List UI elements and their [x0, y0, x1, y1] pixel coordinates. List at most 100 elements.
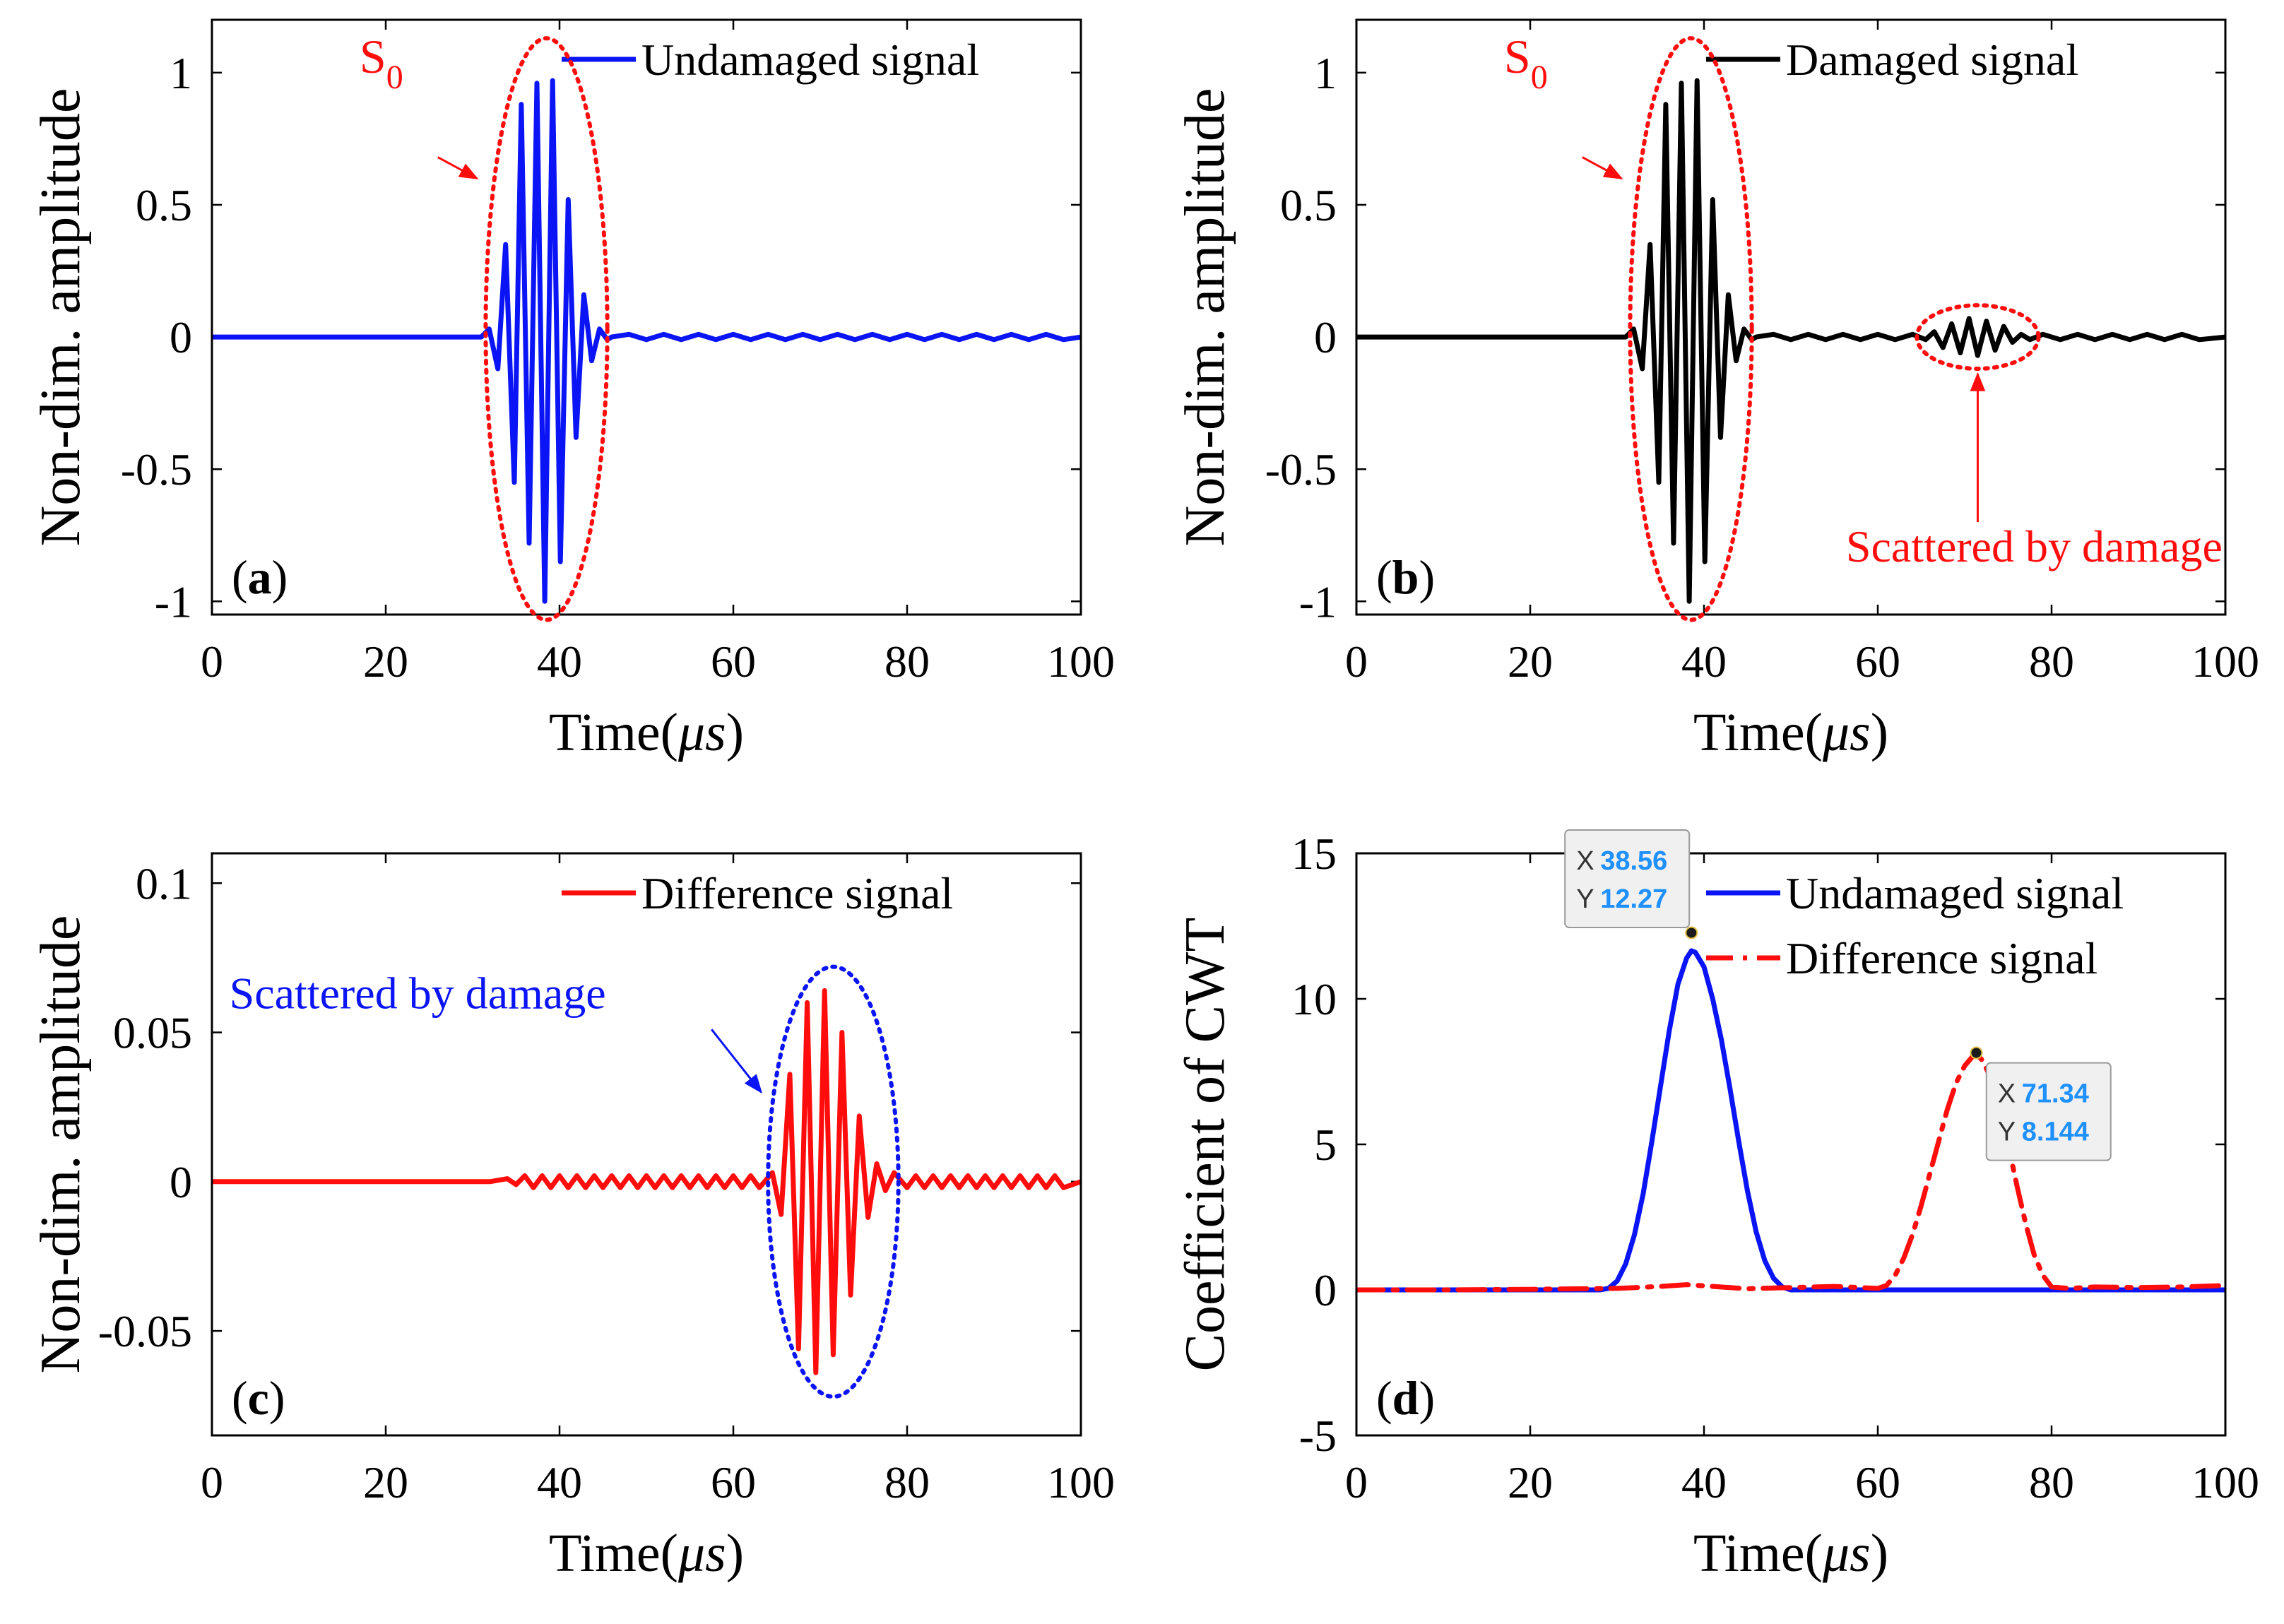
y-tick-label: -0.05: [98, 1306, 192, 1356]
x-tick-label: 20: [1508, 1457, 1553, 1507]
series-line: [212, 78, 1081, 604]
x-tick-label: 40: [537, 1457, 582, 1507]
datatip-x-label: X: [1998, 1079, 2016, 1109]
panel-label: (b): [1376, 550, 1435, 604]
x-tick-label: 100: [2191, 1457, 2259, 1507]
x-tick-label: 80: [884, 636, 930, 687]
datatip-y-value: 8.144: [2022, 1118, 2089, 1147]
datatip-marker: [1685, 926, 1698, 940]
x-tick-label: 100: [1047, 1457, 1115, 1507]
y-tick-label: 0.05: [113, 1008, 192, 1058]
datatip-marker: [1970, 1046, 1983, 1060]
legend-label: Undamaged signal: [1786, 868, 2124, 918]
panel-b: 0 20 40 60 80 100 -1 -0.5 0 0.5 1 Time(μs) Non-dim. …: [1174, 18, 2259, 762]
y-tick-label: 1: [170, 48, 192, 98]
damage-ellipse: [1915, 303, 2041, 371]
y-tick-label: 0: [1314, 1265, 1337, 1315]
y-tick-label: 0.5: [136, 180, 192, 230]
x-axis-label: Time(μs): [549, 703, 744, 762]
axes-box: [211, 852, 1082, 1437]
series-line: [1356, 78, 2225, 604]
x-tick-label: 0: [1345, 1457, 1368, 1507]
x-tick-label: 100: [2191, 636, 2259, 687]
annotation-arrow: [711, 1029, 763, 1094]
mode-label: S0: [1504, 30, 1548, 96]
datatip-y-label: Y: [1998, 1118, 2016, 1147]
y-tick-label: 0: [170, 312, 192, 362]
legend-label: Difference signal: [1786, 933, 2097, 983]
x-axis-label: Time(μs): [1693, 1524, 1888, 1583]
panel-d: 0 20 40 60 80 100-5051015Time(μs)Coefficient …: [1174, 829, 2259, 1583]
panel-c: 0 20 40 60 80 100 -0.05 0 0.05 0.1 Time(μs) Non-dim…: [30, 852, 1115, 1583]
annotation-text: Scattered by damage: [230, 968, 606, 1019]
x-tick-label: 80: [884, 1457, 930, 1507]
annotation-arrow: [1582, 156, 1623, 179]
x-tick-label: 80: [2029, 1457, 2074, 1507]
series-group: [212, 78, 1081, 604]
y-tick-label: -5: [1299, 1411, 1337, 1461]
legend-label: Undamaged signal: [641, 35, 979, 85]
mode-label: S0: [360, 30, 403, 96]
x-tick-label: 60: [711, 1457, 756, 1507]
y-tick-label: 0.5: [1280, 180, 1337, 230]
y-tick-label: 0: [170, 1157, 192, 1207]
x-tick-label: 40: [1681, 1457, 1727, 1507]
series-line: [1356, 1051, 2225, 1293]
y-axis-label: Non-dim. amplitude: [30, 915, 92, 1374]
highlight-ellipse: [766, 964, 901, 1399]
x-tick-label: 60: [1855, 636, 1900, 687]
datatip-y-label: Y: [1576, 884, 1594, 914]
panel-label: (d): [1376, 1371, 1435, 1425]
y-tick-label: -1: [155, 576, 192, 627]
y-tick-label: -0.5: [121, 444, 192, 494]
x-tick-label: 20: [363, 1457, 408, 1507]
legend-label: Damaged signal: [1786, 35, 2078, 85]
series-group: [1356, 948, 2225, 1293]
panel-a: 0 20 40 60 80 100 -1 -0.5 0 0.5 1 Time(μs) Non-dim. …: [30, 18, 1115, 762]
legend-label: Difference signal: [641, 868, 953, 918]
y-tick-label: 10: [1291, 974, 1337, 1024]
panel-label: (c): [232, 1371, 285, 1425]
series-group: [1356, 78, 2225, 604]
x-tick-label: 0: [201, 636, 223, 687]
datatip-x-value: 38.56: [1600, 846, 1667, 876]
highlight-ellipse: [1628, 36, 1754, 622]
x-tick-label: 100: [1047, 636, 1115, 687]
datatip-box: [1985, 1062, 2112, 1161]
y-axis-label: Coefficient of CWT: [1174, 918, 1236, 1372]
axes-box: [1355, 18, 2227, 616]
highlight-ellipse: [483, 36, 610, 622]
annotation-arrow: [437, 156, 479, 179]
y-tick-label: 5: [1314, 1120, 1337, 1170]
x-tick-label: 40: [537, 636, 582, 687]
x-tick-label: 60: [711, 636, 756, 687]
annotation-text: Scattered by damage: [1846, 521, 2223, 571]
series-line: [1356, 948, 2225, 1293]
y-axis-label: Non-dim. amplitude: [30, 88, 92, 547]
series-line: [212, 988, 1081, 1375]
x-axis-label: Time(μs): [549, 1524, 744, 1583]
datatip-box: [1564, 829, 1691, 929]
axes-box: [1355, 852, 2227, 1437]
x-tick-label: 20: [1508, 636, 1553, 687]
datatip-x-label: X: [1576, 846, 1594, 876]
x-axis-label: Time(μs): [1693, 703, 1888, 762]
series-group: [212, 988, 1081, 1375]
y-tick-label: -0.5: [1265, 444, 1337, 494]
y-tick-label: -1: [1299, 576, 1337, 627]
panel-label: (a): [232, 550, 288, 604]
y-tick-label: 0: [1314, 312, 1337, 362]
y-tick-label: 15: [1291, 829, 1337, 879]
x-tick-label: 0: [201, 1457, 223, 1507]
datatip-y-value: 12.27: [1600, 884, 1667, 914]
x-tick-label: 40: [1681, 636, 1727, 687]
datatip-x-value: 71.34: [2022, 1079, 2089, 1109]
x-tick-label: 20: [363, 636, 408, 687]
axes-box: [211, 18, 1082, 616]
y-tick-label: 1: [1314, 48, 1337, 98]
x-tick-label: 80: [2029, 636, 2074, 687]
y-tick-label: 0.1: [136, 858, 192, 908]
y-axis-label: Non-dim. amplitude: [1174, 88, 1236, 547]
x-tick-label: 0: [1345, 636, 1368, 687]
